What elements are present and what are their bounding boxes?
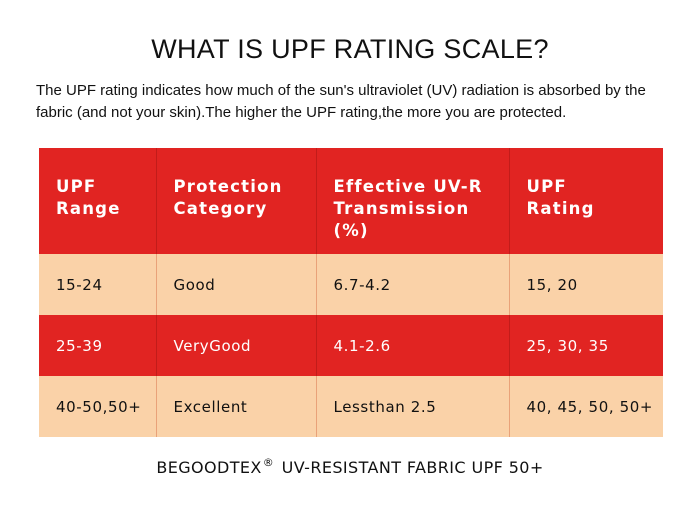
column-header-line: Range xyxy=(56,199,121,218)
column-header-line: Transmission xyxy=(333,199,470,218)
table-row: 15-24 Good 6.7-4.2 15, 20 xyxy=(39,254,663,315)
table-header-row: UPF Range Protection Category Effective … xyxy=(39,148,663,254)
column-header-line: UPF xyxy=(56,177,97,196)
column-header-line: Rating xyxy=(526,199,595,218)
upf-rating-table: UPF Range Protection Category Effective … xyxy=(39,148,663,437)
cell-transmission: Lessthan 2.5 xyxy=(315,376,509,437)
cell-upf-range: 25-39 xyxy=(56,336,103,355)
brand-name: BEGOODTEX xyxy=(156,458,262,477)
column-header-upf-rating: UPF Rating xyxy=(508,148,663,254)
registered-mark: ® xyxy=(262,456,275,469)
cell-upf-range: 15-24 xyxy=(56,275,103,294)
cell-protection-category: Good xyxy=(155,254,316,315)
brand-footer: BEGOODTEX® UV-RESISTANT FABRIC UPF 50+ xyxy=(0,456,700,477)
column-header-upf-range: UPF Range xyxy=(39,148,156,254)
column-header-protection-category: Protection Category xyxy=(155,148,316,254)
table-row: 40-50,50+ Excellent Lessthan 2.5 40, 45,… xyxy=(39,376,663,437)
cell-upf-rating: 40, 45, 50, 50+ xyxy=(508,376,663,437)
cell-upf-rating: 15, 20 xyxy=(508,254,663,315)
cell-protection-category: VeryGood xyxy=(155,315,316,376)
column-header-line: Protection xyxy=(173,177,283,196)
column-header-line: Category xyxy=(173,199,268,218)
cell-upf-rating: 25, 30, 35 xyxy=(508,315,663,376)
page-title: WHAT IS UPF RATING SCALE? xyxy=(151,34,549,64)
column-header-line: (%) xyxy=(333,221,369,240)
column-header-transmission: Effective UV-R Transmission (%) xyxy=(315,148,509,254)
column-header-line: Effective UV-R xyxy=(333,177,483,196)
table-row: 25-39 VeryGood 4.1-2.6 25, 30, 35 xyxy=(39,315,663,376)
cell-protection-category: Excellent xyxy=(155,376,316,437)
cell-upf-range: 40-50,50+ xyxy=(56,397,142,416)
cell-transmission: 4.1-2.6 xyxy=(315,315,509,376)
intro-paragraph: The UPF rating indicates how much of the… xyxy=(36,82,646,121)
cell-transmission: 6.7-4.2 xyxy=(315,254,509,315)
column-header-line: UPF xyxy=(526,177,567,196)
footer-tagline: UV-RESISTANT FABRIC UPF 50+ xyxy=(281,458,544,477)
